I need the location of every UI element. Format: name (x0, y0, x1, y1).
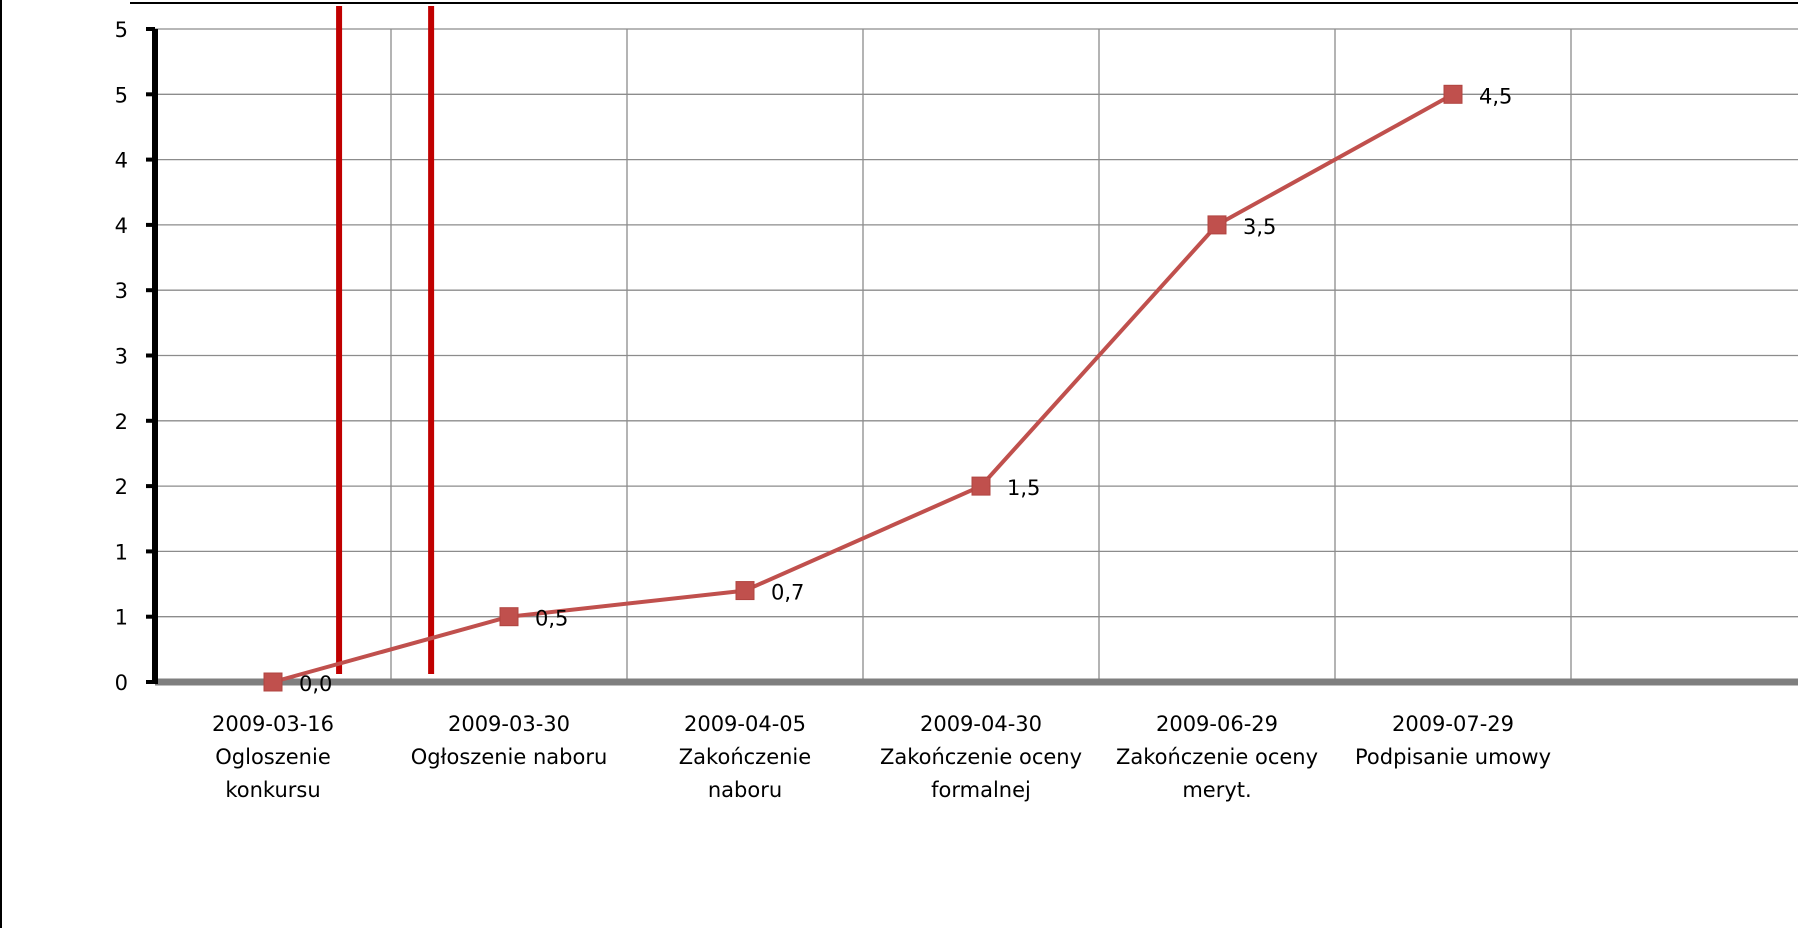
category-label-line: 2009-04-30 (920, 712, 1042, 736)
y-tick-label: 1 (115, 540, 128, 564)
data-point-marker (1207, 215, 1227, 235)
category-label-line: Podpisanie umowy (1355, 745, 1551, 769)
category-label-line: 2009-07-29 (1392, 712, 1514, 736)
category-label-line: Ogłoszenie naboru (411, 745, 608, 769)
category-label-line: Zakończenie (679, 745, 811, 769)
y-tick-label: 5 (115, 18, 128, 42)
category-label-line: 2009-04-05 (684, 712, 806, 736)
data-label: 0,0 (299, 672, 332, 696)
data-point-marker (735, 581, 755, 601)
data-labels: 0,0 0,5 0,7 1,5 3,5 4,5 (299, 84, 1512, 696)
data-label: 3,5 (1243, 215, 1276, 239)
data-point-marker (1443, 84, 1463, 104)
y-tick-label: 2 (115, 475, 128, 499)
data-label: 0,7 (771, 581, 804, 605)
category-label-line: meryt. (1182, 778, 1251, 802)
y-tick-label: 2 (115, 410, 128, 434)
data-points (263, 84, 1463, 692)
category-label-line: Ogloszenie (215, 745, 331, 769)
y-tick-label: 3 (115, 345, 128, 369)
y-tick-label: 5 (115, 83, 128, 107)
category-label-line: konkursu (225, 778, 320, 802)
y-tick-label: 4 (115, 149, 128, 173)
y-tick-label: 4 (115, 214, 128, 238)
category-label-line: Zakończenie oceny (1116, 745, 1318, 769)
y-axis-ticks: 0 1 1 2 2 3 3 4 4 5 5 (115, 18, 155, 695)
data-point-marker (499, 607, 519, 627)
category-label-line: formalnej (931, 778, 1031, 802)
y-tick-label: 0 (115, 671, 128, 695)
series-line-group (272, 92, 1454, 684)
category-label-line: 2009-03-16 (212, 712, 334, 736)
category-label-line: naboru (708, 778, 782, 802)
data-point-marker (263, 672, 283, 692)
axes (152, 29, 1798, 686)
y-tick-label: 3 (115, 279, 128, 303)
red-vertical-markers (336, 6, 435, 674)
series-line (272, 92, 1454, 684)
data-label: 1,5 (1007, 476, 1040, 500)
category-label-line: Zakończenie oceny (880, 745, 1082, 769)
category-label-line: 2009-03-30 (448, 712, 570, 736)
horizontal-gridlines (155, 28, 1798, 618)
category-label-line: 2009-06-29 (1156, 712, 1278, 736)
category-labels: 2009-03-16 Ogloszenie konkursu 2009-03-30 Og… (212, 712, 1551, 802)
data-point-marker (971, 476, 991, 496)
data-label: 4,5 (1479, 84, 1512, 108)
data-label: 0,5 (535, 607, 568, 631)
y-tick-label: 1 (115, 606, 128, 630)
